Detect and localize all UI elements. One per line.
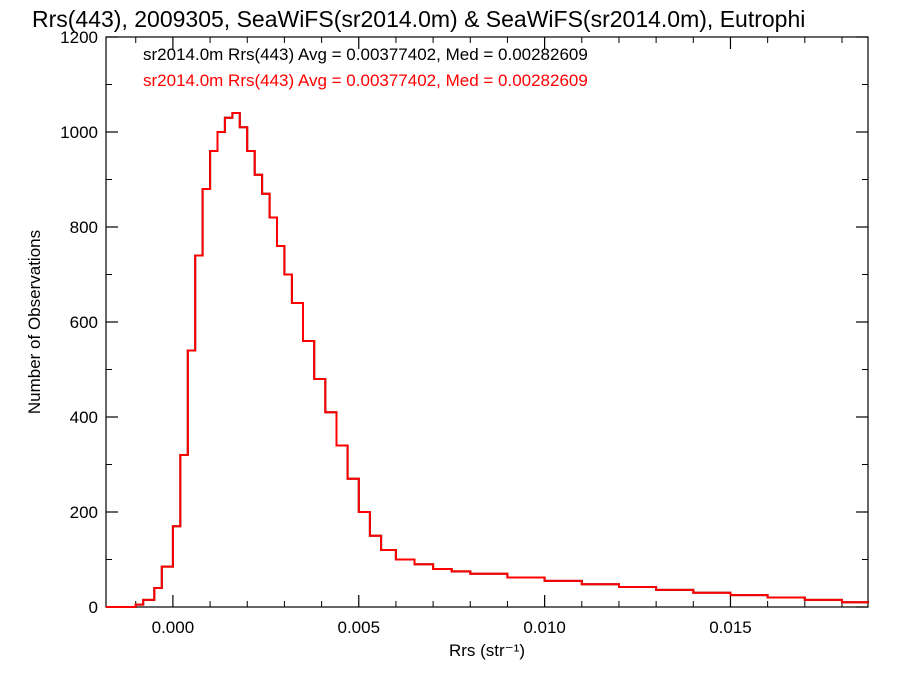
series-line-0 [106,112,869,608]
legend-entry-1: sr2014.0m Rrs(443) Avg = 0.00377402, Med… [143,71,588,90]
y-axis-label: Number of Observations [25,230,44,414]
y-tick-label: 400 [70,408,98,427]
y-tick-label: 1200 [60,28,98,47]
y-tick-label: 1000 [60,123,98,142]
x-tick-label: 0.000 [152,618,195,637]
x-tick-label: 0.010 [523,618,566,637]
legend-entry-0: sr2014.0m Rrs(443) Avg = 0.00377402, Med… [143,45,588,64]
x-tick-label: 0.005 [337,618,380,637]
plot-frame [105,36,869,608]
x-tick-label: 0.015 [709,618,752,637]
x-axis-label: Rrs (str⁻¹) [449,641,525,660]
y-tick-label: 0 [89,598,98,617]
y-tick-label: 200 [70,503,98,522]
plot-area: 0.000 0.005 0.010 0.015 0 200 400 600 800 1000 120… [60,28,869,637]
y-tick-label: 800 [70,218,98,237]
series-line-1 [106,112,869,608]
chart-title: Rrs(443), 2009305, SeaWiFS(sr2014.0m) & … [32,6,805,32]
y-tick-label: 600 [70,313,98,332]
